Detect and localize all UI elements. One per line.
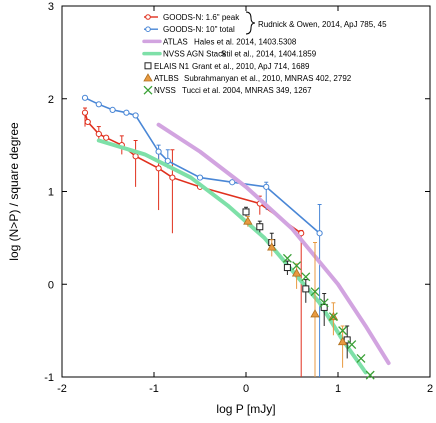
data-point: [81, 109, 89, 116]
data-point: [155, 165, 162, 172]
legend: GOODS-N: 1.6" peak GOODS-N: 10" total ATLA…: [142, 11, 387, 95]
legend-entry: ATLAS Hales et al. 2014, 1403.5308: [142, 37, 297, 46]
legend-label: NVSS: [154, 86, 176, 95]
series-atlbs: [243, 216, 348, 377]
data-point: [95, 130, 102, 138]
data-point: [95, 101, 102, 108]
legend-label: GOODS-N: 1.6" peak: [163, 13, 240, 22]
legend-entry: NVSS Tucci et al. 2004, MNRAS 349, 1267: [143, 85, 312, 95]
axes: [61, 5, 431, 378]
legend-reference: Grant et al., 2010, ApJ 714, 1689: [192, 62, 310, 71]
legend-entry: GOODS-N: 1.6" peak: [144, 13, 240, 22]
x-tick-label: 0: [243, 383, 249, 395]
series-goods-n-10-total: [81, 94, 323, 377]
data-point: [283, 264, 291, 272]
series-goods-n-1-6-peak: [81, 107, 305, 377]
y-tick-label: 1: [48, 187, 54, 199]
y-axis-label: log (N>P) / square degree: [7, 122, 21, 261]
x-tick-label: 1: [335, 383, 341, 395]
data-point: [103, 134, 110, 141]
y-tick-label: 0: [48, 279, 54, 291]
legend-label: NVSS AGN Stack: [163, 50, 227, 59]
legend-label: ATLBS: [154, 74, 179, 83]
data-point: [155, 148, 162, 155]
data-point: [263, 183, 270, 190]
y-tick-label: -1: [44, 372, 54, 384]
legend-marker: [145, 26, 151, 33]
legend-marker: [144, 62, 152, 70]
data-point: [256, 223, 264, 231]
series-line: [84, 112, 302, 234]
legend-label: ELAIS N1: [154, 62, 190, 71]
y-tick-label: 3: [48, 1, 54, 13]
data-point: [132, 112, 139, 119]
data-point: [310, 309, 320, 318]
data-point: [298, 230, 305, 237]
series-atlas: [156, 122, 391, 366]
legend-brace-text: Rudnick & Owen, 2014, ApJ 785, 45: [258, 20, 387, 29]
legend-label: ATLAS: [163, 37, 188, 46]
series-line: [156, 122, 391, 366]
data-point: [196, 174, 204, 181]
data-point: [267, 242, 277, 251]
data-point: [301, 272, 311, 282]
data-point: [319, 298, 329, 308]
x-tick-label: -2: [57, 383, 67, 395]
data-point: [282, 253, 292, 263]
data-point: [320, 303, 328, 311]
data-point: [337, 336, 348, 346]
data-point: [123, 109, 130, 116]
data-point: [328, 312, 338, 322]
series-line: [96, 138, 368, 375]
x-axis-label: log P [mJy]: [216, 402, 275, 416]
data-point: [292, 261, 302, 271]
legend-reference: Stil et al., 2014, 1404.1859: [221, 50, 317, 59]
data-point: [365, 370, 375, 380]
legend-entry: ATLBS Subrahmanyan et al., 2010, MNRAS 40…: [143, 73, 352, 83]
data-point: [109, 106, 116, 113]
series-line: [84, 97, 321, 234]
legend-entry: GOODS-N: 10" total: [144, 25, 235, 34]
data-point: [132, 153, 139, 160]
data-point: [242, 208, 250, 216]
legend-brace: [245, 11, 256, 35]
data-point: [229, 179, 236, 186]
y-tick-label: 2: [48, 94, 54, 106]
series-nvss: [282, 253, 375, 380]
data-point: [291, 268, 302, 277]
series-layer: [81, 94, 391, 380]
data-point: [338, 326, 348, 336]
data-point: [164, 157, 171, 164]
legend-entry: ELAIS N1 Grant et al., 2010, ApJ 714, 168…: [144, 62, 310, 71]
x-tick-label: 2: [427, 383, 433, 395]
data-point: [81, 94, 89, 101]
data-point: [84, 118, 91, 126]
data-point: [169, 174, 176, 181]
legend-marker: [143, 73, 153, 82]
legend-marker: [145, 14, 151, 20]
legend-reference: Tucci et al. 2004, MNRAS 349, 1267: [182, 86, 312, 95]
legend-marker: [143, 85, 153, 95]
data-point: [316, 230, 323, 237]
legend-reference: Subrahmanyan et al., 2010, MNRAS 402, 27…: [184, 74, 352, 83]
legend-label: GOODS-N: 10" total: [163, 25, 235, 34]
data-point: [347, 340, 357, 349]
legend-reference: Hales et al. 2014, 1403.5308: [194, 37, 297, 46]
data-point: [356, 353, 366, 363]
data-point: [243, 216, 253, 225]
data-point: [302, 285, 310, 293]
data-point: [310, 287, 320, 297]
series-nvss-agn-stack: [96, 138, 368, 375]
legend-brace-group: Rudnick & Owen, 2014, ApJ 785, 45: [245, 11, 387, 35]
x-tick-label: -1: [149, 383, 159, 395]
series-elais-n1: [242, 206, 351, 359]
